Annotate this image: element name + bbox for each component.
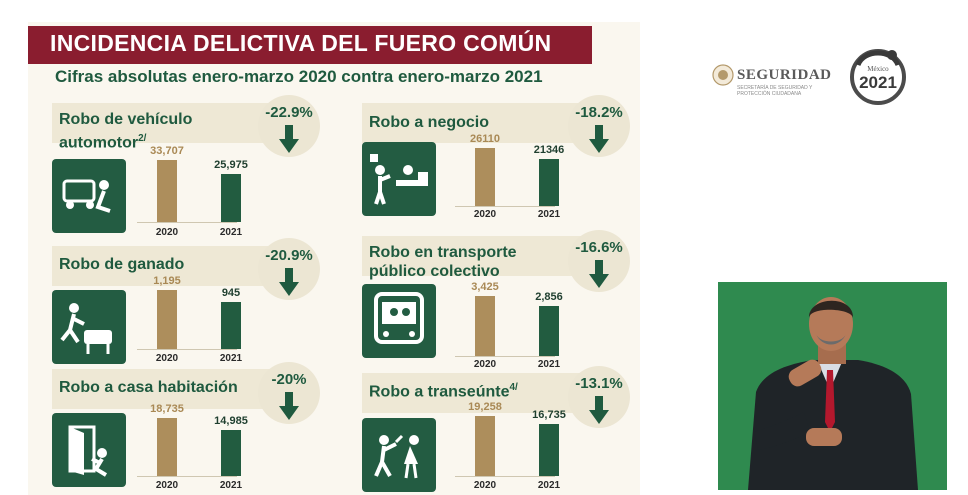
crime-title-line2: automotor <box>59 134 139 152</box>
seguridad-seal-icon <box>712 64 734 86</box>
crime-title-line1: Robo a casa habitación <box>59 379 238 396</box>
year-label: 2021 <box>537 359 561 370</box>
bar-baseline <box>137 476 237 477</box>
pedestrian-robbery-icon <box>362 418 436 492</box>
crime-footnote: 4/ <box>509 382 518 393</box>
bar-value-label: 3,425 <box>471 281 499 293</box>
percent-change: -18.2% <box>575 104 623 121</box>
change-circle: -13.1% <box>568 366 630 428</box>
crime-title-line1: Robo de ganado <box>59 256 185 273</box>
year-label: 2021 <box>219 353 243 364</box>
bar-2021 <box>221 174 241 222</box>
seguridad-logo-text: SEGURIDAD <box>737 67 832 83</box>
year-label: 2021 <box>537 480 561 491</box>
percent-change: -20.9% <box>265 247 313 264</box>
bar-value-label: 1,195 <box>153 275 181 287</box>
crime-title-line1: Robo de vehículo <box>59 111 193 128</box>
down-arrow-icon <box>279 392 299 420</box>
bar-2020 <box>475 416 495 476</box>
change-circle: -16.6% <box>568 230 630 292</box>
change-circle: -20.9% <box>258 238 320 300</box>
crime-title: Robo a casa habitación <box>59 378 238 397</box>
down-arrow-icon <box>589 125 609 153</box>
crime-title-line1: Robo en transporte <box>369 244 517 261</box>
percent-change: -20% <box>271 371 307 388</box>
bar-baseline <box>455 206 555 207</box>
bar-baseline <box>137 222 237 223</box>
crime-title: Robo a transeúnte4/ <box>369 378 518 401</box>
year-label: 2020 <box>155 227 179 238</box>
bar-baseline <box>455 356 555 357</box>
crime-title: Robo de vehículo automotor2/ <box>59 110 192 152</box>
percent-change: -13.1% <box>575 375 623 392</box>
bar-2020 <box>475 296 495 356</box>
year-label: 2020 <box>473 209 497 220</box>
bar-value-label: 14,985 <box>214 415 248 427</box>
livestock-theft-icon <box>52 290 126 364</box>
down-arrow-icon <box>589 396 609 424</box>
interpreter-figure-icon <box>718 282 947 490</box>
interpreter-video <box>718 282 947 490</box>
change-circle: -20% <box>258 362 320 424</box>
percent-change: -22.9% <box>265 104 313 121</box>
bar-value-label: 25,975 <box>214 159 248 171</box>
bar-2020 <box>475 148 495 206</box>
year-label: 2020 <box>155 480 179 491</box>
down-arrow-icon <box>589 260 609 288</box>
crime-title-line1: Robo a negocio <box>369 114 489 131</box>
seal-year-text: 2021 <box>859 73 897 92</box>
crime-title: Robo en transporte público colectivo <box>369 243 517 281</box>
bar-value-label: 33,707 <box>150 145 184 157</box>
year-label: 2020 <box>473 480 497 491</box>
change-circle: -18.2% <box>568 95 630 157</box>
seguridad-logo-subtext: SECRETARÍA DE SEGURIDAD Y PROTECCIÓN CIU… <box>737 85 813 97</box>
down-arrow-icon <box>279 268 299 296</box>
bar-value-label: 2,856 <box>535 291 563 303</box>
bar-2021 <box>221 302 241 349</box>
bar-2020 <box>157 290 177 349</box>
bar-value-label: 19,258 <box>468 401 502 413</box>
bar-2020 <box>157 418 177 476</box>
bar-baseline <box>455 476 555 477</box>
year-label: 2021 <box>219 480 243 491</box>
crime-title: Robo de ganado <box>59 255 184 274</box>
percent-change: -16.6% <box>575 239 623 256</box>
bar-2021 <box>539 424 559 476</box>
crime-title: Robo a negocio <box>369 113 489 132</box>
title-bar <box>28 26 592 64</box>
page-title: INCIDENCIA DELICTIVA DEL FUERO COMÚN <box>50 30 552 56</box>
bar-baseline <box>137 349 237 350</box>
bar-value-label: 26110 <box>470 133 500 145</box>
crime-title-line2: público colectivo <box>369 263 500 280</box>
bar-2020 <box>157 160 177 222</box>
year-label: 2020 <box>473 359 497 370</box>
house-burglary-icon <box>52 413 126 487</box>
year-label: 2020 <box>155 353 179 364</box>
bar-value-label: 16,735 <box>532 409 566 421</box>
bar-2021 <box>221 430 241 476</box>
crime-title-line1: Robo a transeúnte <box>369 383 510 401</box>
crime-footnote: 2/ <box>138 133 147 144</box>
bus-robbery-icon <box>362 284 436 358</box>
bar-2021 <box>539 306 559 356</box>
year-label: 2021 <box>219 227 243 238</box>
bar-value-label: 18,735 <box>150 403 184 415</box>
down-arrow-icon <box>279 125 299 153</box>
bar-value-label: 21346 <box>533 144 565 156</box>
car-theft-icon <box>52 159 126 233</box>
seal-top-text: México <box>867 65 889 73</box>
serpent-seal-icon <box>850 49 906 105</box>
bar-2021 <box>539 159 559 206</box>
business-robbery-icon <box>362 142 436 216</box>
year-label: 2021 <box>537 209 561 220</box>
bar-value-label: 945 <box>221 287 241 299</box>
year-2021-seal: México 2021 <box>850 45 906 105</box>
page-subtitle: Cifras absolutas enero-marzo 2020 contra… <box>55 67 543 86</box>
change-circle: -22.9% <box>258 95 320 157</box>
